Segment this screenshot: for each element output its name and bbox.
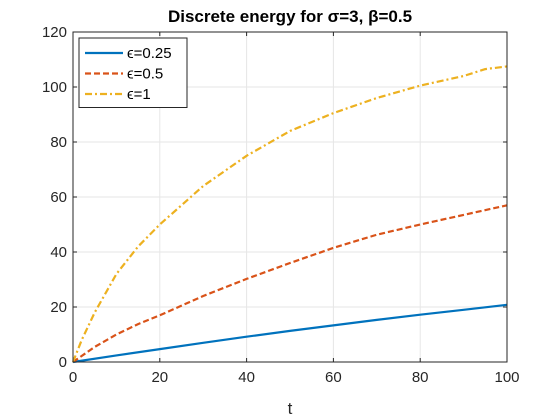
y-tick-label: 80 bbox=[50, 134, 67, 151]
chart-title: Discrete energy for σ=3, β=0.5 bbox=[168, 7, 412, 26]
y-tick-label: 40 bbox=[50, 244, 67, 261]
legend-label-3: ϵ=1 bbox=[127, 86, 151, 103]
x-tick-label: 80 bbox=[412, 369, 429, 386]
legend-label-2: ϵ=0.5 bbox=[127, 66, 163, 83]
x-tick-label: 60 bbox=[325, 369, 342, 386]
x-tick-label: 40 bbox=[238, 369, 255, 386]
legend-box bbox=[78, 37, 188, 108]
y-tick-label: 100 bbox=[42, 79, 67, 96]
y-tick-label: 60 bbox=[50, 189, 67, 206]
series-line-2 bbox=[72, 204, 508, 363]
legend-label-1: ϵ=0.25 bbox=[127, 45, 172, 62]
series-line-3 bbox=[71, 65, 508, 363]
x-tick-label: 100 bbox=[494, 369, 519, 386]
x-tick-label: 0 bbox=[69, 369, 77, 386]
x-axis-label: t bbox=[288, 399, 293, 418]
y-tick-label: 0 bbox=[59, 354, 67, 371]
axis-ticks: 0 20 40 60 80 100 0 20 40 60 80 100 120 bbox=[42, 24, 520, 386]
y-tick-label: 120 bbox=[42, 24, 67, 41]
x-tick-label: 20 bbox=[151, 369, 168, 386]
series-layer bbox=[71, 65, 508, 364]
legend: ϵ=0.25 ϵ=0.5 ϵ=1 bbox=[78, 37, 188, 108]
series-line-1 bbox=[72, 303, 508, 364]
y-tick-label: 20 bbox=[50, 299, 67, 316]
